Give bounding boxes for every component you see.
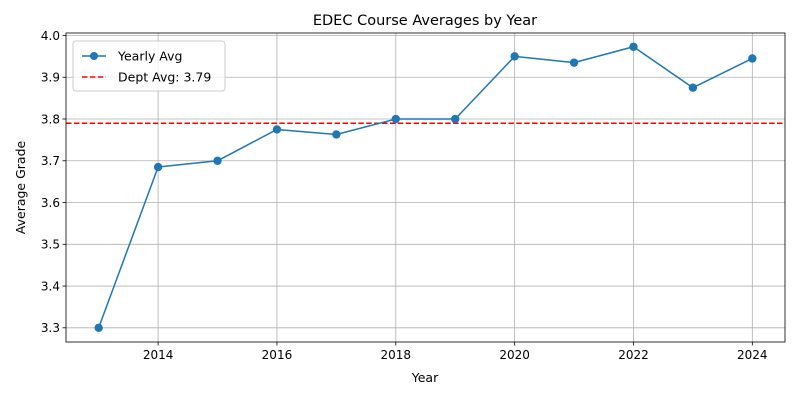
y-axis-ticks: 3.3 3.4 3.5 3.6 3.7 3.8 3.9 4.0 (41, 29, 66, 335)
x-tick-label: 2014 (143, 348, 174, 362)
data-point (213, 156, 222, 165)
x-tick-label: 2022 (618, 348, 649, 362)
legend-box (72, 40, 226, 92)
y-tick-label: 3.8 (41, 112, 60, 126)
data-point (272, 125, 282, 134)
x-tick-label: 2020 (499, 348, 530, 362)
x-tick-label: 2016 (262, 348, 293, 362)
x-tick-label: 2024 (737, 348, 768, 362)
data-point (569, 58, 579, 67)
grid (66, 33, 785, 342)
data-point (391, 114, 400, 124)
y-tick-label: 3.3 (41, 321, 60, 335)
data-point (510, 52, 519, 61)
data-point (332, 130, 341, 139)
data-point (748, 54, 757, 63)
chart-title: EDEC Course Averages by Year (313, 13, 537, 29)
x-tick-label: 2018 (381, 348, 412, 362)
y-tick-label: 3.5 (41, 238, 60, 252)
data-point (153, 162, 163, 172)
y-axis-label: Average Grade (13, 140, 28, 234)
legend-label-dept-avg: Dept Avg: 3.79 (118, 70, 211, 85)
y-tick-label: 4.0 (41, 29, 60, 43)
y-tick-label: 3.4 (41, 279, 60, 293)
y-tick-label: 3.7 (41, 154, 60, 168)
x-axis-label: Year (411, 370, 439, 385)
y-tick-label: 3.6 (41, 196, 60, 210)
x-axis-ticks: 2014 2016 2018 2020 2022 2024 (143, 342, 768, 362)
data-point (94, 323, 103, 333)
data-point (629, 42, 638, 51)
y-tick-label: 3.9 (41, 71, 60, 85)
data-point (688, 83, 698, 92)
legend-label-yearly-avg: Yearly Avg (117, 49, 182, 64)
data-point (451, 114, 460, 124)
series-line-yearly-avg (97, 46, 753, 329)
legend-marker-yearly-avg (90, 52, 98, 60)
plot-frame (65, 32, 786, 343)
series-layer (94, 42, 757, 333)
legend: Yearly Avg Dept Avg: 3.79 (72, 40, 226, 92)
